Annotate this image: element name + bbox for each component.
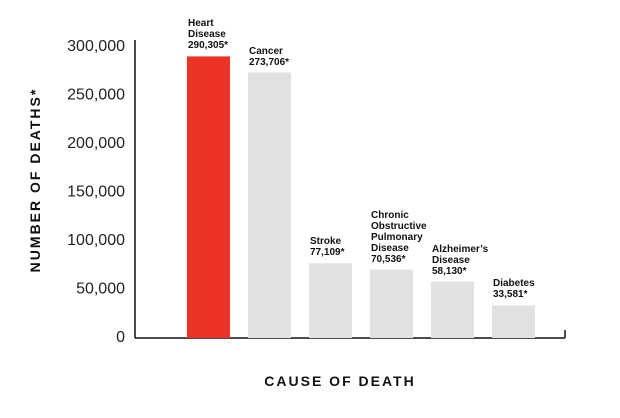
- bar: [248, 72, 291, 338]
- value-label: 77,109*: [310, 247, 345, 259]
- category-label: Cancer: [249, 45, 283, 57]
- bar-label: Alzheimer’s Disease 58,130*: [432, 244, 488, 277]
- bar-label: Cancer 273,706*: [249, 46, 289, 68]
- bar: [431, 281, 474, 338]
- y-tick-label: 200,000: [67, 135, 125, 152]
- y-tick-label: 100,000: [67, 232, 125, 249]
- y-axis-title: NUMBER OF DEATHS*: [27, 88, 43, 273]
- bar: [370, 269, 413, 338]
- value-label: 33,581*: [493, 289, 528, 301]
- y-tick-label: 50,000: [76, 281, 125, 298]
- category-label: Chronic Obstructive Pulmonary Disease: [371, 209, 427, 254]
- bar-label: Chronic Obstructive Pulmonary Disease 70,…: [371, 210, 427, 265]
- category-label: Diabetes: [493, 278, 535, 290]
- x-axis-title: CAUSE OF DEATH: [264, 373, 415, 389]
- category-label: Stroke: [310, 236, 342, 248]
- y-tick-label: 300,000: [67, 38, 125, 55]
- bar-label: Stroke 77,109*: [310, 236, 344, 258]
- value-label: 290,305*: [188, 40, 229, 52]
- bar: [309, 263, 352, 338]
- y-tick-label: 250,000: [67, 87, 125, 104]
- bar: [492, 305, 535, 338]
- value-label: 58,130*: [432, 265, 467, 277]
- category-label: Heart Disease: [188, 18, 226, 41]
- bar-label: Diabetes 33,581*: [493, 278, 535, 300]
- value-label: 70,536*: [371, 253, 406, 265]
- y-tick-label: 0: [116, 329, 125, 346]
- bar-label: Heart Disease 290,305*: [188, 18, 228, 51]
- category-label: Alzheimer’s Disease: [432, 243, 489, 266]
- bar: [187, 56, 230, 339]
- y-tick-label: 150,000: [67, 184, 125, 201]
- value-label: 273,706*: [249, 56, 290, 68]
